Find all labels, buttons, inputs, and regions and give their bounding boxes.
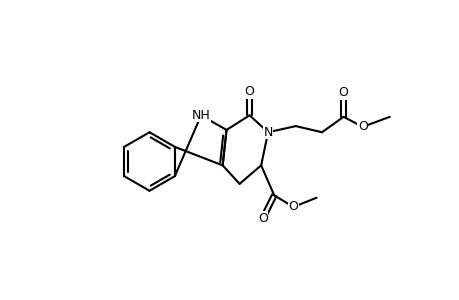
Text: NH: NH [191, 109, 210, 122]
Text: O: O [257, 212, 267, 225]
Text: O: O [244, 85, 254, 98]
Text: N: N [263, 126, 272, 139]
Text: O: O [357, 120, 367, 134]
Text: O: O [338, 86, 348, 100]
Text: O: O [288, 200, 298, 213]
